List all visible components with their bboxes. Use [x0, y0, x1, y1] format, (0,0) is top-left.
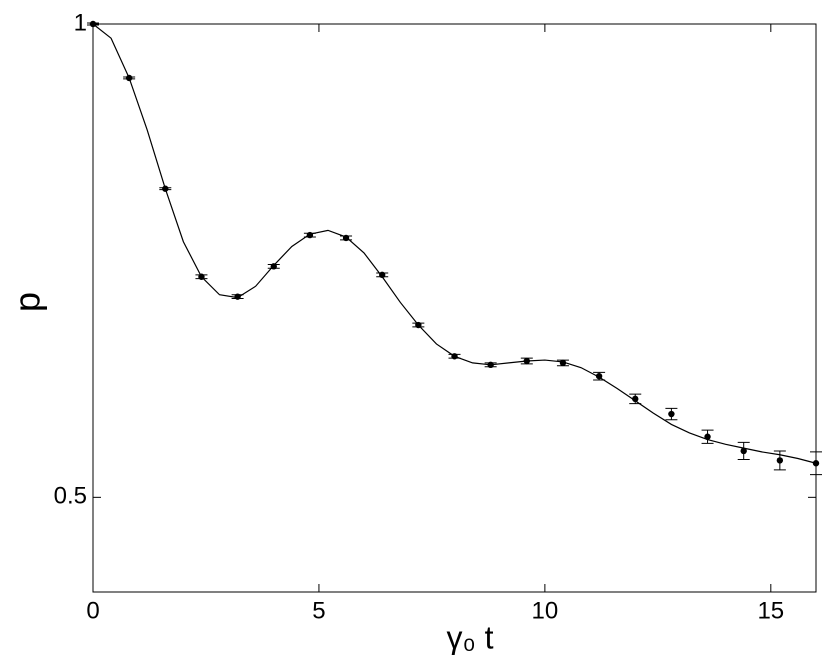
data-point — [306, 231, 314, 239]
data-point — [415, 321, 422, 329]
data-point — [451, 353, 458, 360]
data-point — [704, 433, 711, 440]
data-point — [125, 74, 133, 82]
x-axis-label: γ₀ t — [446, 619, 493, 655]
data-point — [559, 359, 567, 367]
data-point — [487, 361, 494, 368]
data-point — [812, 460, 820, 467]
fit-curve — [92, 23, 817, 464]
data-point — [89, 20, 97, 28]
y-tick-label: 1 — [74, 9, 87, 36]
data-point — [776, 457, 784, 464]
data-point — [595, 372, 603, 380]
data-point — [668, 410, 675, 418]
x-tick-label: 15 — [757, 597, 784, 624]
data-point — [198, 273, 205, 280]
data-point — [632, 395, 639, 403]
x-tick-label: 5 — [312, 597, 325, 624]
data-point — [523, 357, 530, 365]
plot-frame — [92, 23, 817, 593]
data-point — [342, 234, 350, 242]
x-tick-label: 0 — [86, 597, 99, 624]
data-point — [379, 271, 386, 279]
data-point — [740, 447, 747, 455]
x-tick-label: 10 — [532, 597, 559, 624]
y-tick-label: 0.5 — [54, 483, 87, 510]
data-point — [234, 293, 241, 300]
data-point — [162, 185, 169, 192]
data-point — [270, 263, 277, 270]
y-axis-label: p — [7, 292, 48, 312]
